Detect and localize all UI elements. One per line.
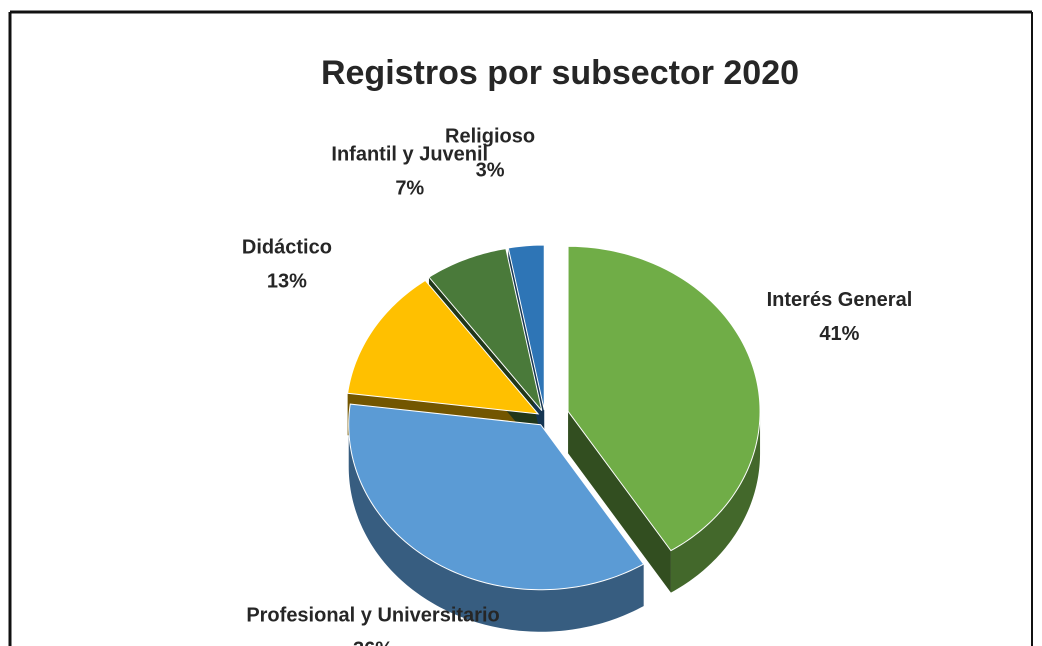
data-label-name: Religioso bbox=[445, 126, 535, 148]
data-label-value: 7% bbox=[395, 177, 424, 199]
data-label-value: 13% bbox=[267, 270, 307, 292]
slice bbox=[567, 245, 761, 552]
slice-side bbox=[348, 424, 644, 632]
slice bbox=[348, 403, 645, 591]
slice bbox=[347, 279, 540, 415]
chart-title: Registros por subsector 2020 bbox=[321, 54, 799, 92]
slice-cut bbox=[568, 411, 671, 593]
slice bbox=[507, 244, 545, 411]
data-label-value: 3% bbox=[476, 160, 505, 182]
data-label-value: 41% bbox=[819, 323, 859, 345]
data-label-name: Infantil y Juvenil bbox=[331, 143, 488, 165]
slice bbox=[428, 248, 543, 411]
data-label-name: Interés General bbox=[767, 289, 913, 311]
data-label-name: Profesional y Universitario bbox=[246, 605, 499, 627]
data-label-name: Didáctico bbox=[242, 236, 332, 258]
slice-side bbox=[670, 411, 761, 593]
data-label-value: 36% bbox=[353, 639, 393, 646]
